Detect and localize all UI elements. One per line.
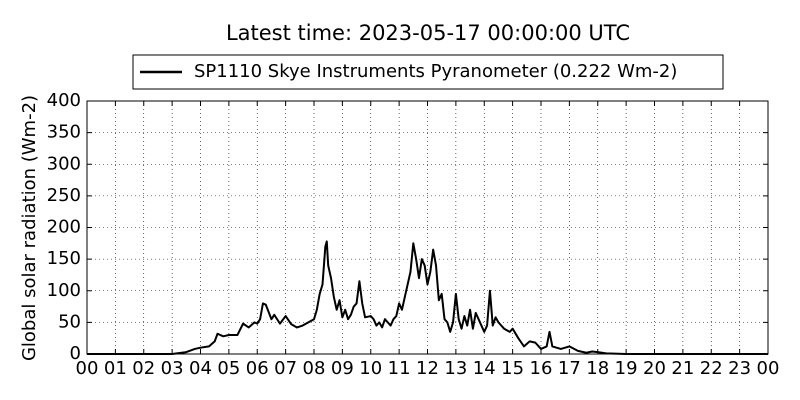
x-tick-label: 21 <box>671 358 694 379</box>
plot-frame <box>86 100 769 355</box>
x-tick-label: 01 <box>104 358 127 379</box>
y-tick-label: 0 <box>70 343 81 364</box>
x-tick-label: 10 <box>359 358 382 379</box>
x-tick-label: 23 <box>728 358 751 379</box>
y-tick-label: 300 <box>47 153 81 174</box>
x-tick-label: 19 <box>615 358 638 379</box>
x-tick-label: 04 <box>189 358 212 379</box>
data-line <box>87 240 768 355</box>
x-tick-label: 20 <box>643 358 666 379</box>
chart-title: Latest time: 2023-05-17 00:00:00 UTC <box>226 21 630 45</box>
x-tick-label: 03 <box>161 358 184 379</box>
x-tick-label: 16 <box>530 358 553 379</box>
y-tick-label: 400 <box>47 90 81 111</box>
y-tick-label: 200 <box>47 217 81 238</box>
x-tick-label: 18 <box>586 358 609 379</box>
x-tick-label: 00 <box>757 358 780 379</box>
x-tick-label: 15 <box>501 358 524 379</box>
x-tick-label: 13 <box>444 358 467 379</box>
x-tick-label: 08 <box>303 358 326 379</box>
x-tick-label: 14 <box>473 358 496 379</box>
x-tick-label: 12 <box>416 358 439 379</box>
x-tick-label: 09 <box>331 358 354 379</box>
x-tick-label: 00 <box>76 358 99 379</box>
x-tick-label: 02 <box>132 358 155 379</box>
x-tick-label: 11 <box>388 358 411 379</box>
y-tick-label: 350 <box>47 122 81 143</box>
x-tick-label: 17 <box>558 358 581 379</box>
y-tick-label: 50 <box>58 311 81 332</box>
y-axis-label: Global solar radiation (Wm-2) <box>19 95 40 361</box>
x-tick-label: 22 <box>700 358 723 379</box>
y-tick-label: 150 <box>47 248 81 269</box>
x-tick-label: 06 <box>246 358 269 379</box>
legend-box <box>132 54 724 90</box>
y-tick-label: 250 <box>47 185 81 206</box>
x-tick-label: 07 <box>274 358 297 379</box>
y-tick-label: 100 <box>47 280 81 301</box>
legend-label: SP1110 Skye Instruments Pyranometer (0.2… <box>194 61 677 82</box>
x-tick-label: 05 <box>217 358 240 379</box>
